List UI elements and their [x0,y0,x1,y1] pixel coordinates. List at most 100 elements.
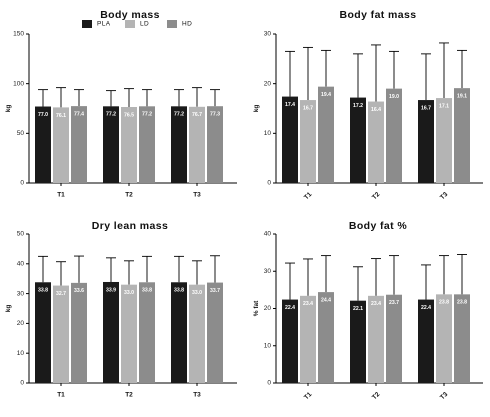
bar-ld [436,294,452,383]
bar-value-label: 16.7 [421,105,431,111]
bar-value-label: 23.8 [457,300,467,306]
x-tick-label: T3 [439,391,450,402]
bar-pla [35,106,51,183]
legend: PLA LD HD [82,20,192,28]
y-tick-label: 20 [264,80,272,87]
bar-value-label: 33.7 [210,288,220,294]
bar-value-label: 33.9 [106,287,116,293]
chart-title: Body fat % [349,220,408,232]
bar-pla [282,299,298,383]
bar-value-label: 22.1 [353,306,363,312]
x-tick-label: T2 [371,391,382,402]
bar-ld [368,295,384,383]
chart-title: Body fat mass [340,9,417,21]
bar-value-label: 77.2 [142,112,152,118]
y-tick-label: 10 [17,350,25,357]
bar-ld [436,98,452,183]
y-tick-label: 100 [13,80,24,87]
bar-value-label: 76.1 [56,113,66,119]
x-tick-label: T1 [57,192,65,199]
bar-value-label: 77.0 [38,112,48,118]
y-tick-label: 40 [264,231,272,238]
bar-value-label: 33.0 [192,290,202,296]
bar-value-label: 19.4 [321,92,331,98]
bar-hd [386,294,402,383]
bar-pla [171,106,187,183]
x-tick-label: T1 [57,392,65,399]
bar-ld [189,106,205,183]
bar-value-label: 24.4 [321,297,331,303]
x-tick-label: T1 [303,391,314,402]
chart-title: Dry lean mass [92,220,168,232]
y-axis-label: kg [5,305,12,313]
bar-hd [454,294,470,383]
bar-pla [418,299,434,383]
bar-ld [121,284,137,383]
bar-value-label: 77.2 [106,112,116,118]
bar-hd [71,106,87,183]
bar-pla [282,96,298,183]
bar-value-label: 19.1 [457,94,467,100]
bar-hd [71,282,87,383]
chart-panel-0: Body mass kg 0 50 100 150 77.0 76.1 77.4 T1 77.2 76… [5,9,237,199]
bar-value-label: 17.1 [439,103,449,109]
bar-value-label: 16.4 [371,107,381,113]
bar-value-label: 19.0 [389,94,399,100]
legend-label: LD [140,21,149,28]
y-axis-label: kg [253,105,260,113]
legend-swatch-pla [82,20,92,28]
y-tick-label: 30 [264,31,272,38]
bar-hd [386,88,402,183]
y-tick-label: 150 [13,31,24,38]
chart-panel-3: Body fat % % fat 0 10 20 30 40 22.4 23.4 24.4 T1 22… [253,220,483,401]
y-tick-label: 10 [264,342,272,349]
bar-value-label: 23.4 [303,301,313,307]
bar-pla [350,97,366,183]
y-tick-label: 40 [17,261,25,268]
bar-ld [300,295,316,383]
bar-pla [350,300,366,383]
legend-swatch-hd [167,20,177,28]
bar-value-label: 76.5 [124,112,134,118]
y-tick-label: 0 [267,180,271,187]
x-tick-label: T2 [371,191,382,202]
legend-label: HD [182,21,192,28]
y-tick-label: 10 [264,130,272,137]
bar-ld [368,101,384,183]
bar-value-label: 22.4 [421,305,431,311]
bar-value-label: 23.7 [389,300,399,306]
bar-value-label: 17.4 [285,102,295,108]
chart-panel-2: Dry lean mass kg 0 10 20 30 40 50 33.8 32.7 33.6 T1… [5,220,237,399]
bar-hd [454,88,470,183]
bar-ld [300,100,316,183]
bar-value-label: 76.7 [192,112,202,118]
bar-value-label: 33.8 [142,288,152,294]
bar-hd [207,282,223,383]
x-tick-label: T3 [193,392,201,399]
bar-value-label: 32.7 [56,291,66,297]
y-tick-label: 30 [17,290,25,297]
x-tick-label: T1 [303,191,314,202]
bar-hd [139,106,155,183]
chart-panel-1: Body fat mass kg 0 10 20 30 17.4 16.7 19.4 T1 17.2… [253,9,483,201]
bar-ld [53,107,69,183]
chart-title: Body mass [100,9,160,21]
bar-value-label: 23.8 [439,300,449,306]
y-tick-label: 20 [264,305,272,312]
y-tick-label: 0 [20,180,24,187]
bar-pla [35,282,51,383]
y-tick-label: 0 [267,380,271,387]
bar-value-label: 33.8 [38,288,48,294]
y-tick-label: 20 [17,320,25,327]
bar-hd [207,106,223,183]
legend-label: PLA [97,21,111,28]
bar-value-label: 17.2 [353,103,363,109]
bar-value-label: 16.7 [303,105,313,111]
legend-swatch-ld [125,20,135,28]
y-axis-label: kg [5,105,12,113]
bar-value-label: 33.8 [174,288,184,294]
bar-value-label: 33.0 [124,290,134,296]
bar-hd [139,282,155,383]
x-tick-label: T3 [193,192,201,199]
bar-pla [171,282,187,383]
